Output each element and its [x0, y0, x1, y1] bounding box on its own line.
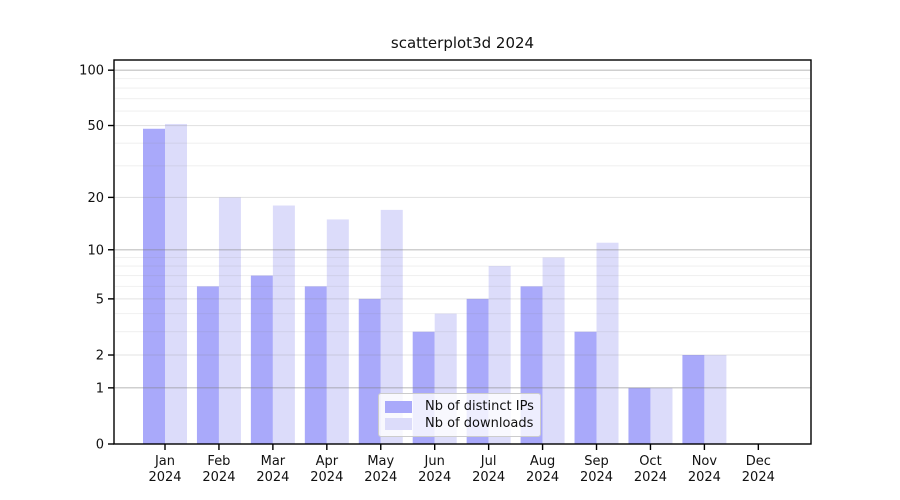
- x-tick-label: 2024: [688, 470, 721, 485]
- y-tick-label: 50: [87, 119, 104, 134]
- x-tick-label: Jul: [480, 454, 497, 469]
- x-tick-label: Apr: [316, 454, 339, 469]
- x-tick-label: 2024: [256, 470, 289, 485]
- chart-legend: Nb of distinct IPs Nb of downloads: [378, 393, 541, 437]
- bar: [272, 205, 295, 444]
- x-tick-label: May: [367, 454, 394, 469]
- bar: [596, 242, 619, 444]
- x-tick-label: 2024: [634, 470, 667, 485]
- y-tick-label: 0: [96, 438, 104, 453]
- plot-frame: [113, 59, 812, 445]
- bar: [250, 275, 273, 444]
- y-tick-label: 100: [79, 64, 104, 79]
- bar: [165, 123, 187, 445]
- bar: [628, 387, 651, 444]
- x-tick-label: Jan: [154, 454, 175, 469]
- bar: [304, 286, 327, 444]
- x-tick-label: Nov: [692, 454, 718, 469]
- bar: [143, 128, 165, 444]
- x-tick-label: 2024: [310, 470, 343, 485]
- legend-item-distinct-ips: Nb of distinct IPs: [385, 399, 534, 414]
- x-tick-label: Feb: [207, 454, 230, 469]
- x-tick-label: 2024: [364, 470, 397, 485]
- x-tick-label: 2024: [526, 470, 559, 485]
- y-tick-label: 20: [87, 191, 104, 206]
- bar: [380, 209, 403, 444]
- x-tick-label: Jun: [424, 454, 445, 469]
- bar: [682, 355, 705, 444]
- x-tick-label: 2024: [418, 470, 451, 485]
- x-tick-label: Sep: [584, 454, 609, 469]
- x-tick-label: 2024: [148, 470, 181, 485]
- legend-label-distinct-ips: Nb of distinct IPs: [425, 399, 534, 414]
- bar: [542, 257, 565, 444]
- bar: [196, 286, 219, 444]
- x-tick-label: 2024: [580, 470, 613, 485]
- bar: [358, 298, 381, 444]
- bar: [218, 197, 241, 444]
- y-tick-label: 10: [87, 243, 104, 258]
- x-tick-label: Aug: [530, 454, 555, 469]
- x-tick-label: 2024: [202, 470, 235, 485]
- y-tick-label: 1: [96, 381, 104, 396]
- x-tick-label: Mar: [261, 454, 286, 469]
- bar: [650, 387, 673, 444]
- bar: [704, 355, 727, 444]
- legend-label-downloads: Nb of downloads: [425, 416, 534, 431]
- y-tick-label: 5: [96, 292, 104, 307]
- x-tick-label: Dec: [746, 454, 771, 469]
- y-tick-label: 2: [96, 349, 104, 364]
- legend-item-downloads: Nb of downloads: [385, 416, 534, 431]
- x-tick-label: Oct: [639, 454, 661, 469]
- legend-swatch-downloads: [385, 417, 412, 430]
- x-tick-label: 2024: [472, 470, 505, 485]
- legend-swatch-distinct-ips: [385, 400, 412, 413]
- chart-title: scatterplot3d 2024: [390, 34, 535, 52]
- x-tick-label: 2024: [742, 470, 775, 485]
